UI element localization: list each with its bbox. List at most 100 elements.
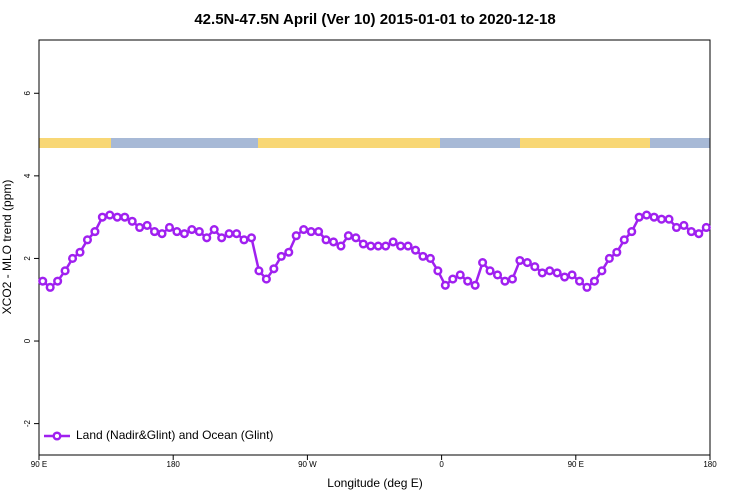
- data-point: [485, 266, 495, 276]
- plot-frame: [38, 39, 711, 456]
- x-axis-label: Longitude (deg E): [327, 476, 422, 490]
- data-point: [90, 227, 100, 237]
- data-point: [276, 251, 286, 261]
- chart-title: 42.5N-47.5N April (Ver 10) 2015-01-01 to…: [194, 11, 555, 28]
- data-point: [612, 247, 622, 257]
- data-point: [336, 241, 346, 251]
- data-point: [38, 276, 48, 286]
- data-point: [597, 266, 607, 276]
- data-point: [582, 282, 592, 292]
- data-point: [664, 214, 674, 224]
- data-point: [358, 239, 368, 249]
- data-point: [537, 268, 547, 278]
- data-point: [179, 229, 189, 239]
- data-point: [269, 264, 279, 274]
- data-point: [194, 227, 204, 237]
- data-point: [679, 220, 689, 230]
- data-point: [574, 276, 585, 286]
- data-point: [232, 229, 242, 239]
- x-tick-label: 90 W: [298, 460, 317, 469]
- data-point: [507, 274, 517, 284]
- data-point: [671, 222, 682, 233]
- data-point: [209, 224, 219, 235]
- data-point: [127, 216, 137, 226]
- data-point: [82, 235, 93, 245]
- data-point: [403, 241, 413, 251]
- data-point: [53, 276, 63, 286]
- data-point: [492, 270, 503, 280]
- data-point: [60, 266, 70, 276]
- data-point: [388, 237, 398, 247]
- data-point: [187, 224, 197, 235]
- x-tick-label: 90 E: [31, 460, 47, 469]
- data-point: [619, 235, 629, 245]
- data-point: [224, 229, 234, 239]
- y-tick-label: 6: [23, 90, 32, 95]
- data-point: [217, 233, 227, 243]
- legend-marker: [52, 431, 62, 441]
- data-point: [112, 212, 122, 222]
- data-point: [150, 227, 160, 237]
- data-point: [157, 229, 167, 239]
- data-point: [500, 276, 510, 286]
- data-point: [239, 235, 249, 245]
- data-point: [172, 227, 182, 237]
- data-point: [97, 212, 107, 222]
- data-point: [455, 270, 465, 280]
- y-tick-label: 2: [23, 256, 32, 261]
- data-point: [142, 220, 152, 230]
- data-point: [351, 233, 361, 243]
- data-point: [589, 276, 599, 286]
- data-point: [381, 241, 391, 251]
- data-point: [321, 235, 331, 245]
- data-point: [567, 270, 577, 280]
- data-point: [701, 222, 711, 233]
- data-point: [202, 233, 212, 243]
- data-point: [284, 247, 294, 257]
- data-point: [604, 253, 614, 263]
- y-tick-label: 0: [23, 338, 32, 343]
- x-tick-label: 90 E: [568, 460, 584, 469]
- data-point: [545, 266, 555, 276]
- data-point: [105, 210, 115, 220]
- data-point: [560, 272, 570, 282]
- data-point: [694, 229, 704, 239]
- data-point: [522, 258, 532, 268]
- data-point: [246, 233, 257, 243]
- data-point: [410, 245, 421, 255]
- data-point: [478, 258, 488, 268]
- data-point: [515, 255, 525, 266]
- x-tick-label: 180: [703, 460, 717, 469]
- data-point: [656, 214, 667, 224]
- data-point: [373, 241, 383, 251]
- data-point: [75, 247, 85, 257]
- data-point: [261, 274, 271, 284]
- data-point: [366, 241, 376, 251]
- data-point: [463, 276, 473, 286]
- data-point: [642, 210, 652, 220]
- data-point: [418, 251, 428, 261]
- data-point: [68, 253, 78, 263]
- data-point: [306, 227, 316, 237]
- data-point: [627, 227, 637, 237]
- data-point: [552, 268, 562, 278]
- data-point: [649, 212, 659, 222]
- data-point: [314, 227, 324, 237]
- data-point: [328, 237, 339, 247]
- data-point: [343, 231, 353, 241]
- data-point: [254, 266, 264, 276]
- data-point: [135, 222, 145, 233]
- data-point: [440, 280, 450, 290]
- data-point: [433, 266, 443, 276]
- data-point: [45, 282, 55, 292]
- data-point: [530, 262, 540, 272]
- data-point: [470, 280, 480, 290]
- data-point: [396, 241, 406, 251]
- x-tick-label: 0: [439, 460, 444, 469]
- data-point: [448, 274, 458, 284]
- data-point: [634, 212, 644, 222]
- data-point: [299, 224, 309, 235]
- legend-label: Land (Nadir&Glint) and Ocean (Glint): [76, 428, 273, 442]
- data-point: [425, 253, 435, 263]
